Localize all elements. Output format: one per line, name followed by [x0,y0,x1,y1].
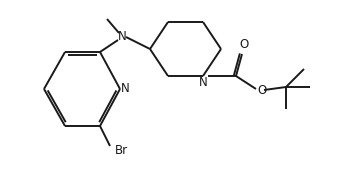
Text: N: N [121,83,129,95]
Text: O: O [257,84,267,98]
Text: Br: Br [115,143,128,156]
Text: O: O [239,39,249,51]
Text: N: N [199,75,207,88]
Text: N: N [118,30,126,43]
